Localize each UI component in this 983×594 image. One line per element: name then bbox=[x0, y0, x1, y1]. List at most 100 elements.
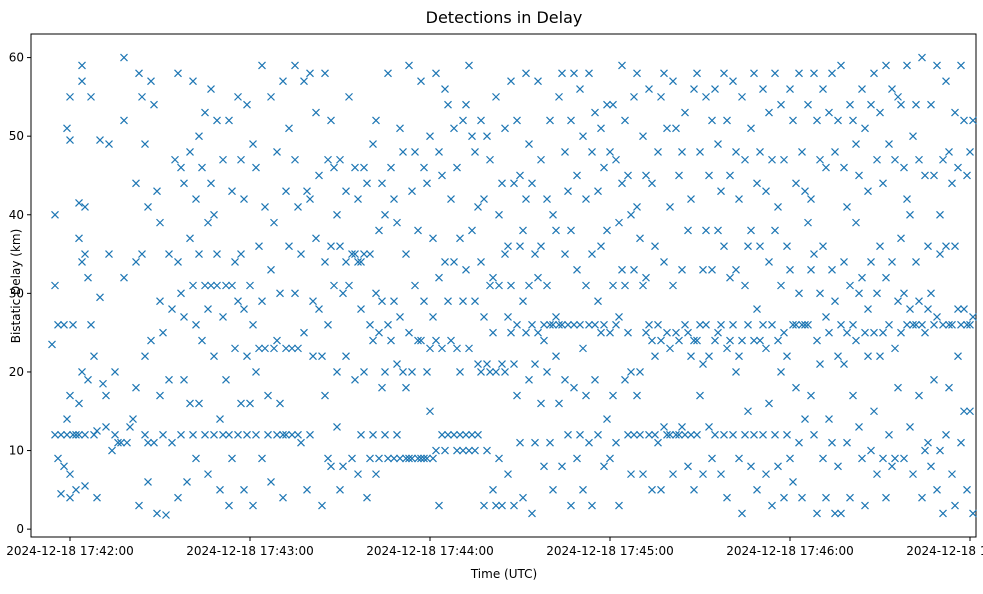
data-point bbox=[576, 430, 584, 439]
data-point bbox=[894, 92, 902, 101]
data-point bbox=[78, 61, 86, 70]
data-point bbox=[471, 297, 479, 306]
data-point bbox=[843, 328, 851, 337]
data-point bbox=[864, 352, 872, 361]
data-point bbox=[915, 297, 923, 306]
data-point bbox=[132, 383, 140, 392]
data-point bbox=[606, 147, 614, 156]
data-point bbox=[912, 257, 920, 266]
data-point bbox=[297, 250, 305, 258]
data-point bbox=[633, 391, 641, 400]
data-point bbox=[762, 344, 770, 353]
data-point bbox=[837, 509, 845, 518]
data-point bbox=[348, 250, 356, 258]
data-point bbox=[873, 155, 881, 164]
data-point bbox=[747, 462, 755, 471]
data-point bbox=[846, 281, 854, 290]
data-point bbox=[675, 430, 683, 439]
data-point bbox=[534, 77, 542, 86]
data-point bbox=[945, 320, 953, 329]
data-point bbox=[249, 140, 257, 148]
data-point bbox=[690, 336, 698, 345]
data-point bbox=[156, 391, 164, 400]
data-point bbox=[267, 478, 275, 486]
data-point bbox=[189, 77, 197, 86]
data-point bbox=[135, 69, 143, 78]
data-point bbox=[960, 407, 968, 416]
data-point bbox=[252, 368, 260, 376]
data-point bbox=[906, 210, 914, 219]
data-point bbox=[228, 281, 236, 290]
data-point bbox=[789, 478, 797, 486]
data-point bbox=[870, 328, 878, 337]
data-point bbox=[927, 100, 935, 109]
data-point bbox=[237, 155, 245, 164]
data-point bbox=[882, 61, 890, 70]
data-point bbox=[207, 281, 215, 290]
data-point bbox=[312, 234, 320, 243]
data-point bbox=[894, 297, 902, 306]
data-point bbox=[810, 250, 818, 258]
data-point bbox=[210, 430, 218, 439]
data-point bbox=[645, 320, 653, 329]
data-point bbox=[870, 69, 878, 78]
data-point bbox=[642, 171, 650, 180]
data-point bbox=[423, 179, 431, 188]
data-point bbox=[153, 509, 161, 518]
data-point bbox=[69, 320, 77, 329]
data-point bbox=[774, 462, 782, 471]
data-point bbox=[600, 163, 608, 172]
data-point bbox=[804, 218, 812, 227]
data-point bbox=[492, 501, 500, 510]
data-point bbox=[213, 250, 221, 258]
data-point bbox=[717, 470, 725, 479]
data-point bbox=[606, 454, 614, 463]
data-point bbox=[414, 336, 422, 345]
data-point bbox=[756, 336, 764, 345]
data-point bbox=[387, 336, 395, 345]
data-point bbox=[765, 108, 773, 117]
data-point bbox=[750, 430, 758, 439]
data-point bbox=[192, 320, 200, 329]
data-point bbox=[462, 265, 470, 274]
data-point bbox=[432, 336, 440, 345]
data-point bbox=[483, 132, 491, 141]
data-point bbox=[885, 320, 893, 329]
data-point bbox=[159, 328, 167, 337]
data-point bbox=[345, 281, 353, 290]
data-point bbox=[222, 281, 230, 290]
data-point bbox=[459, 116, 467, 125]
data-point bbox=[657, 92, 665, 101]
data-point bbox=[618, 61, 626, 70]
data-point bbox=[72, 485, 80, 494]
data-point bbox=[198, 336, 206, 345]
data-point bbox=[219, 313, 227, 321]
data-point bbox=[582, 281, 590, 290]
data-point bbox=[333, 368, 341, 376]
data-point bbox=[519, 297, 527, 306]
data-point bbox=[498, 179, 506, 188]
data-point bbox=[594, 297, 602, 306]
data-point bbox=[831, 509, 839, 518]
data-point bbox=[783, 352, 791, 361]
data-point bbox=[405, 61, 413, 70]
data-point bbox=[561, 250, 569, 258]
data-point bbox=[594, 187, 602, 196]
data-point bbox=[315, 171, 323, 180]
data-point bbox=[489, 485, 497, 494]
data-point bbox=[399, 147, 407, 156]
data-point bbox=[603, 100, 611, 109]
data-point bbox=[375, 328, 383, 337]
data-point bbox=[267, 265, 275, 274]
data-point bbox=[51, 430, 59, 439]
data-point bbox=[663, 124, 671, 133]
data-point bbox=[102, 391, 110, 400]
data-point bbox=[621, 281, 629, 290]
data-point bbox=[963, 485, 971, 494]
data-point bbox=[318, 501, 326, 510]
data-point bbox=[933, 485, 941, 494]
data-point bbox=[516, 438, 524, 447]
data-point bbox=[384, 320, 392, 329]
data-point bbox=[51, 281, 59, 290]
data-point bbox=[909, 470, 917, 479]
